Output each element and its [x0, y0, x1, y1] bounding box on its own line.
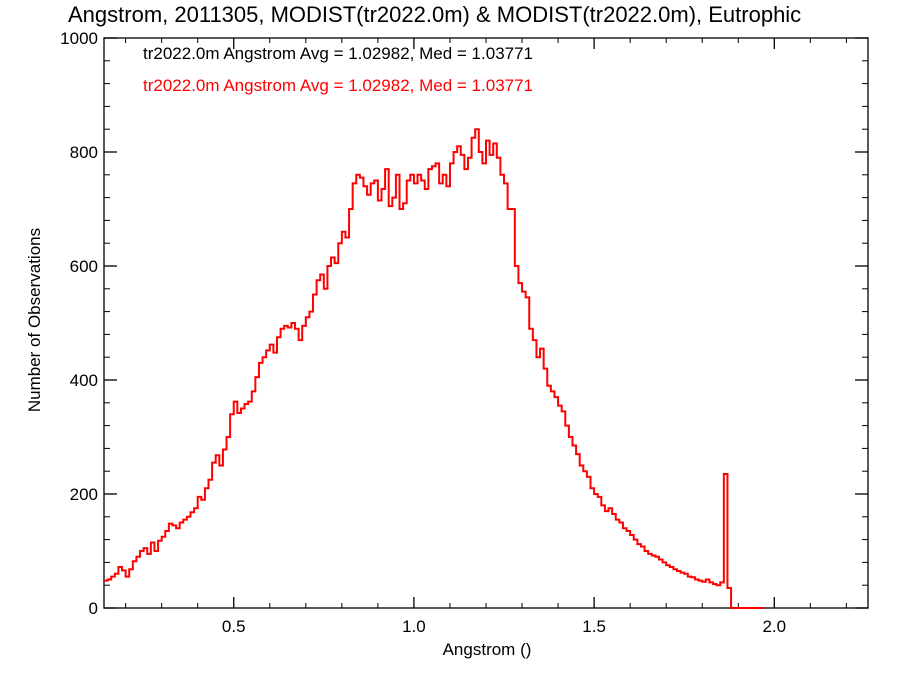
chart-title: Angstrom, 2011305, MODIST(tr2022.0m) & M… [68, 2, 801, 27]
x-axis-label: Angstrom () [443, 640, 532, 659]
y-tick-label: 200 [70, 485, 98, 504]
histogram-line [104, 128, 764, 609]
axis-ticks: 0.5 1.0 1.5 2.0 0 200 400 600 800 1000 [60, 29, 868, 636]
y-tick-label: 600 [70, 257, 98, 276]
x-tick-label: 2.0 [762, 617, 786, 636]
y-tick-label: 800 [70, 143, 98, 162]
x-tick-label: 1.5 [582, 617, 606, 636]
y-axis-label: Number of Observations [25, 228, 44, 412]
x-tick-label: 1.0 [402, 617, 426, 636]
y-tick-label: 1000 [60, 29, 98, 48]
y-tick-label: 0 [89, 599, 98, 618]
annotation-black: tr2022.0m Angstrom Avg = 1.02982, Med = … [143, 44, 533, 63]
y-tick-label: 400 [70, 371, 98, 390]
annotation-red: tr2022.0m Angstrom Avg = 1.02982, Med = … [143, 76, 533, 95]
x-tick-label: 0.5 [222, 617, 246, 636]
histogram-series [104, 128, 764, 609]
plot-frame [103, 37, 869, 609]
annotation-group: tr2022.0m Angstrom Avg = 1.02982, Med = … [143, 44, 533, 95]
plot-border [103, 37, 869, 609]
